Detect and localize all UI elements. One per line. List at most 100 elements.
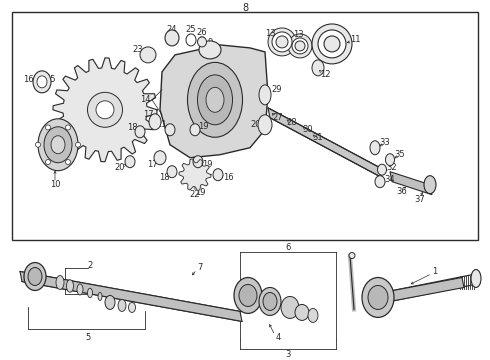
Ellipse shape (38, 119, 78, 171)
Polygon shape (20, 271, 242, 321)
Text: 19: 19 (195, 188, 205, 197)
Ellipse shape (67, 280, 74, 292)
Text: 4: 4 (275, 333, 281, 342)
Ellipse shape (239, 284, 257, 306)
Text: 2: 2 (87, 261, 93, 270)
Ellipse shape (154, 151, 166, 165)
Polygon shape (390, 172, 432, 195)
Ellipse shape (213, 169, 223, 181)
Text: 14: 14 (140, 95, 150, 104)
Ellipse shape (125, 156, 135, 168)
Ellipse shape (188, 62, 243, 137)
Text: 9: 9 (207, 39, 213, 48)
Text: 20: 20 (115, 163, 125, 172)
Text: 16: 16 (23, 75, 33, 84)
Text: 25: 25 (186, 26, 196, 35)
Ellipse shape (276, 36, 288, 48)
Ellipse shape (44, 127, 72, 163)
Ellipse shape (105, 296, 115, 310)
Ellipse shape (35, 142, 41, 147)
Text: 18: 18 (159, 173, 170, 182)
Ellipse shape (259, 288, 281, 315)
Text: 7: 7 (197, 263, 203, 272)
Text: 34: 34 (385, 175, 395, 184)
Ellipse shape (98, 292, 102, 301)
Text: 33: 33 (380, 138, 391, 147)
Ellipse shape (268, 28, 296, 56)
Text: 16: 16 (222, 173, 233, 182)
Ellipse shape (118, 300, 126, 311)
Text: 28: 28 (287, 118, 297, 127)
Ellipse shape (370, 141, 380, 155)
Ellipse shape (66, 125, 71, 130)
Ellipse shape (386, 154, 394, 166)
Ellipse shape (312, 60, 324, 76)
Ellipse shape (77, 284, 83, 295)
Ellipse shape (377, 164, 387, 175)
Ellipse shape (88, 92, 122, 127)
Text: 37: 37 (415, 195, 425, 204)
Ellipse shape (135, 126, 145, 138)
Ellipse shape (295, 41, 305, 51)
Text: 12: 12 (320, 70, 330, 79)
Ellipse shape (263, 292, 277, 310)
Ellipse shape (149, 114, 161, 130)
Ellipse shape (349, 253, 355, 258)
Text: 10: 10 (50, 180, 60, 189)
Text: 17: 17 (143, 110, 153, 119)
Text: 20: 20 (251, 120, 261, 129)
Ellipse shape (424, 176, 436, 194)
Ellipse shape (471, 270, 481, 288)
Ellipse shape (318, 30, 346, 58)
Ellipse shape (193, 156, 203, 168)
Polygon shape (160, 45, 268, 158)
Text: 22: 22 (190, 190, 200, 199)
Polygon shape (179, 159, 211, 190)
Ellipse shape (197, 75, 232, 125)
Text: 18: 18 (127, 123, 137, 132)
Ellipse shape (167, 166, 177, 178)
Text: 36: 36 (396, 187, 407, 196)
Text: 5: 5 (85, 333, 91, 342)
Ellipse shape (292, 38, 308, 54)
Ellipse shape (46, 125, 50, 130)
Ellipse shape (375, 176, 385, 188)
Polygon shape (268, 108, 382, 178)
Ellipse shape (66, 159, 71, 165)
Ellipse shape (259, 85, 271, 105)
Ellipse shape (288, 34, 312, 58)
Bar (12, 12, 478, 239)
Ellipse shape (312, 24, 352, 64)
Polygon shape (388, 278, 464, 301)
Text: 35: 35 (394, 150, 405, 159)
Ellipse shape (51, 136, 65, 154)
Ellipse shape (368, 285, 388, 310)
Ellipse shape (190, 124, 200, 136)
Ellipse shape (96, 101, 114, 119)
Polygon shape (53, 58, 157, 162)
Ellipse shape (165, 124, 175, 136)
Text: 19: 19 (198, 122, 208, 131)
Text: 13: 13 (293, 31, 303, 40)
Ellipse shape (258, 115, 272, 135)
Text: 13: 13 (265, 30, 275, 39)
Ellipse shape (56, 275, 64, 289)
Ellipse shape (46, 159, 50, 165)
Text: 6: 6 (285, 243, 291, 252)
Ellipse shape (75, 142, 80, 147)
Ellipse shape (37, 76, 47, 88)
Ellipse shape (295, 305, 309, 320)
Text: 8: 8 (242, 3, 248, 13)
Ellipse shape (33, 71, 51, 93)
Ellipse shape (140, 47, 156, 63)
Ellipse shape (206, 87, 224, 112)
Ellipse shape (197, 37, 206, 47)
Ellipse shape (324, 36, 340, 52)
Text: 27: 27 (273, 113, 283, 122)
Ellipse shape (281, 297, 299, 319)
Text: 1: 1 (432, 267, 438, 276)
Ellipse shape (272, 32, 292, 52)
Text: 29: 29 (272, 85, 282, 94)
Ellipse shape (186, 34, 196, 46)
Text: 15: 15 (45, 75, 55, 84)
